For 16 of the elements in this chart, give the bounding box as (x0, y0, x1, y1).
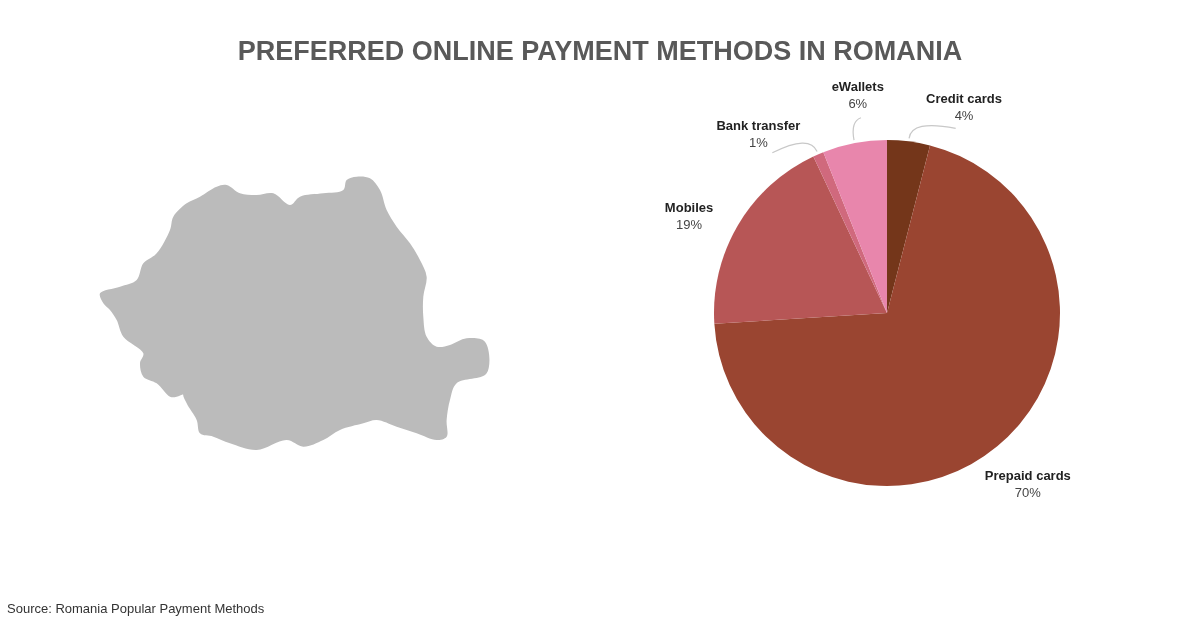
chart-title: PREFERRED ONLINE PAYMENT METHODS IN ROMANIA (237, 36, 963, 66)
slice-label: Prepaid cards (984, 468, 1071, 484)
data-label: 19% (676, 216, 703, 232)
slice-label: Bank transfer (716, 118, 801, 134)
slice-label: Credit cards (926, 90, 1002, 106)
pie-slice (813, 152, 887, 313)
pie-slice (714, 156, 887, 324)
data-label: 70% (1014, 485, 1042, 501)
data-label: 6% (848, 95, 868, 111)
slice-label: eWallets (831, 78, 884, 94)
data-label: 4% (954, 107, 974, 123)
source-note: Source: Romania Popular Payment Methods (7, 601, 265, 616)
data-label: 1% (748, 135, 769, 151)
pie-slice (887, 140, 931, 313)
pie-slice (823, 140, 887, 313)
slice-label: Mobiles (664, 199, 714, 215)
